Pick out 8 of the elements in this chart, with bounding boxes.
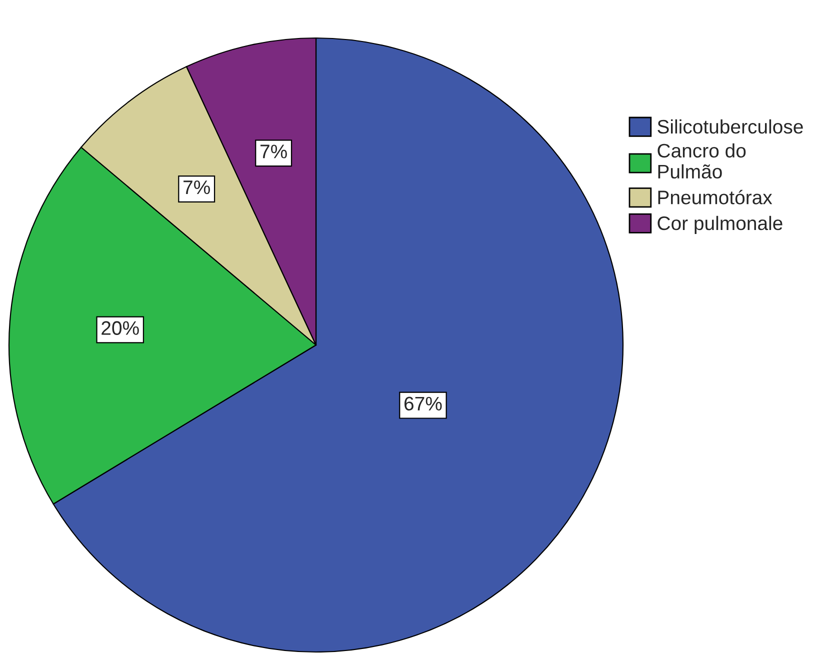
legend-label: Cancro do Pulmão [658,143,746,179]
data-label: 67% [404,396,442,411]
legend-label: Pneumotórax [658,190,772,204]
data-label: 7% [260,144,287,158]
data-label: 7% [184,180,210,194]
data-label: 20% [102,321,139,335]
legend-label: Cor pulmonale [658,216,782,234]
legend-label: Silicotuberculose [658,119,803,134]
